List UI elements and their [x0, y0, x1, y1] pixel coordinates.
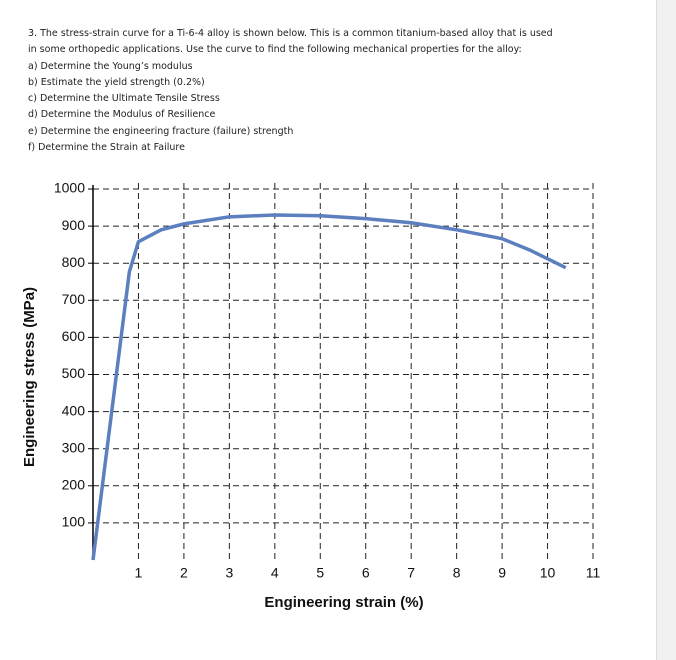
question-line: a) Determine the Young’s modulus: [28, 60, 193, 72]
x-tick-label: 9: [498, 565, 506, 581]
question-line: c) Determine the Ultimate Tensile Stress: [28, 93, 220, 105]
question-line: e) Determine the engineering fracture (f…: [28, 125, 294, 137]
x-tick-label: 8: [453, 565, 461, 581]
y-tick-label: 900: [62, 217, 86, 233]
x-tick-label: 3: [225, 565, 233, 581]
y-tick-label: 400: [62, 402, 86, 418]
question-line: d) Determine the Modulus of Resilience: [28, 109, 216, 121]
x-tick-label: 5: [316, 565, 324, 581]
question-line: 3. The stress-strain curve for a Ti-6-4 …: [28, 28, 553, 39]
y-tick-label: 500: [62, 365, 86, 381]
x-tick-label: 7: [407, 565, 415, 581]
curve: [91, 213, 567, 561]
x-tick-label: 1: [135, 565, 143, 581]
y-tick-label: 100: [62, 514, 86, 530]
sidebar: [656, 0, 676, 660]
x-tick-label: 11: [586, 565, 601, 581]
x-tick-label: 2: [180, 565, 188, 581]
chart: Engineering strain (%) Engineering stres…: [21, 180, 601, 611]
question: 3. The stress-strain curve for a Ti-6-4 …: [28, 28, 553, 158]
y-tick-label: 700: [62, 291, 86, 307]
y-tick-label: 600: [62, 328, 86, 344]
y-tick-label: 1000: [54, 180, 85, 196]
question-line: b) Estimate the yield strength (0.2%): [28, 76, 205, 88]
question-line: f) Determine the Strain at Failure: [28, 142, 185, 154]
x-axis-label: Engineering strain (%): [264, 594, 423, 611]
y-tick-label: 300: [62, 439, 86, 455]
y-axis-label: Engineering stress (MPa): [21, 287, 38, 467]
x-tick-label: 4: [271, 565, 279, 581]
question-line: in some orthopedic applications. Use the…: [28, 44, 522, 56]
y-tick-label: 800: [62, 254, 86, 270]
x-tick-label: 10: [540, 565, 556, 581]
y-tick-label: 200: [62, 477, 86, 493]
x-tick-label: 6: [362, 565, 370, 581]
